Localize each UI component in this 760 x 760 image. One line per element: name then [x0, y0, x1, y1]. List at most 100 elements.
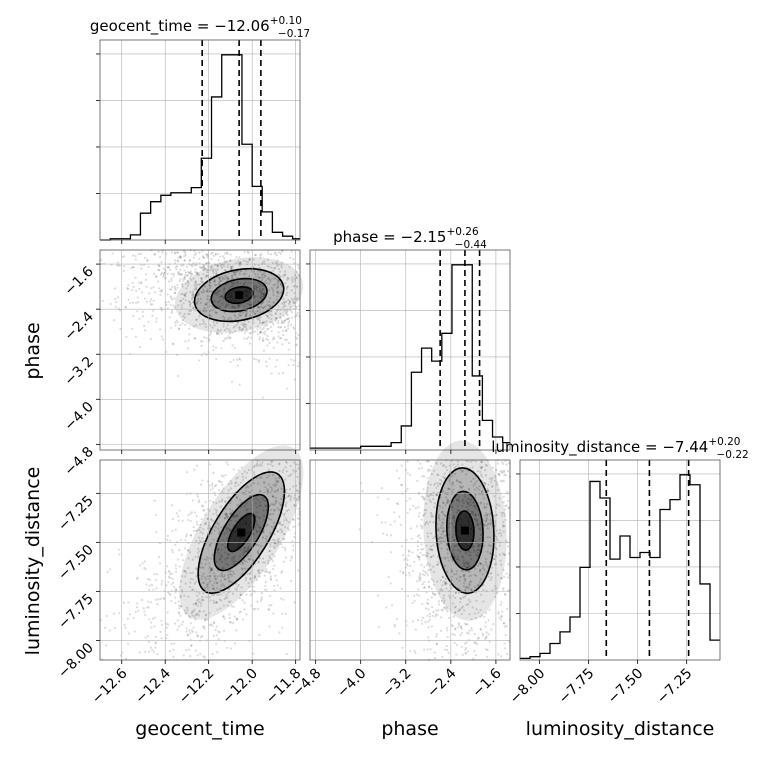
- sample-point: [284, 318, 288, 321]
- sample-point: [202, 566, 205, 569]
- sample-point: [204, 274, 208, 277]
- sample-point: [245, 310, 248, 314]
- sample-point: [290, 316, 293, 319]
- sample-point: [280, 264, 283, 267]
- sample-point: [277, 522, 281, 525]
- sample-point: [174, 602, 177, 605]
- sample-point: [232, 271, 235, 274]
- sample-point: [244, 578, 247, 582]
- sample-point: [419, 572, 422, 575]
- sample-point: [203, 264, 206, 267]
- sample-point: [232, 570, 235, 573]
- sample-point: [256, 306, 259, 309]
- sample-point: [175, 268, 178, 271]
- sample-point: [145, 300, 148, 303]
- sample-point: [204, 522, 207, 525]
- sample-point: [241, 618, 245, 621]
- sample-point: [272, 284, 275, 287]
- sample-point: [281, 626, 284, 629]
- sample-point: [184, 612, 187, 615]
- sample-point: [422, 488, 425, 491]
- sample-point: [212, 634, 215, 637]
- sample-point: [261, 273, 265, 276]
- sample-point: [292, 469, 295, 472]
- sample-point: [414, 651, 417, 654]
- sample-point: [105, 614, 108, 618]
- sample-point: [191, 273, 194, 276]
- sample-point: [213, 300, 216, 303]
- sample-point: [423, 586, 426, 589]
- sample-point: [269, 575, 273, 578]
- sample-point: [169, 268, 172, 271]
- sample-point: [191, 630, 194, 633]
- sample-point: [270, 314, 273, 317]
- sample-point: [233, 330, 237, 333]
- sample-point: [409, 564, 412, 567]
- sample-point: [184, 570, 187, 573]
- sample-point: [245, 329, 248, 333]
- sample-point: [425, 460, 428, 463]
- sample-point: [174, 543, 177, 547]
- sample-point: [402, 571, 405, 574]
- y-tick-label: −3.2: [61, 354, 96, 389]
- sample-point: [212, 587, 215, 590]
- sample-point: [181, 519, 184, 522]
- sample-point: [179, 324, 182, 327]
- sample-point: [231, 306, 234, 310]
- sample-point: [287, 322, 290, 325]
- sample-point: [109, 302, 112, 306]
- sample-point: [177, 600, 180, 603]
- sample-point: [266, 328, 269, 331]
- sample-point: [208, 290, 212, 293]
- sample-point: [225, 251, 229, 254]
- sample-point: [399, 523, 402, 526]
- sample-point: [229, 330, 232, 333]
- sample-point: [197, 273, 201, 276]
- sample-point: [292, 525, 295, 528]
- sample-point: [229, 265, 233, 269]
- sample-point: [135, 606, 139, 609]
- sample-point: [202, 256, 205, 259]
- sample-point: [270, 518, 273, 521]
- sample-point: [267, 289, 271, 292]
- sample-point: [153, 573, 156, 576]
- sample-point: [216, 328, 219, 331]
- sample-point: [261, 295, 264, 298]
- sample-point: [197, 293, 201, 296]
- sample-point: [435, 642, 439, 645]
- sample-point: [140, 282, 143, 285]
- sample-point: [221, 294, 224, 298]
- sample-point: [276, 584, 279, 587]
- sample-point: [439, 616, 442, 619]
- sample-point: [428, 612, 432, 616]
- sample-point: [185, 572, 188, 575]
- sample-point: [445, 645, 448, 648]
- sample-point: [132, 314, 135, 317]
- sample-point: [224, 305, 227, 308]
- sample-point: [203, 307, 206, 310]
- sample-point: [229, 259, 232, 263]
- sample-point: [184, 295, 187, 298]
- sample-point: [248, 314, 252, 317]
- sample-point: [295, 298, 299, 301]
- sample-point: [267, 474, 271, 477]
- sample-point: [256, 328, 259, 331]
- sample-point: [223, 257, 226, 260]
- sample-point: [183, 316, 186, 319]
- sample-point: [427, 620, 430, 623]
- sample-point: [208, 280, 212, 284]
- sample-point: [276, 341, 279, 344]
- sample-point: [186, 608, 189, 611]
- sample-point: [149, 303, 153, 306]
- sample-point: [231, 305, 234, 308]
- sample-point: [291, 276, 294, 279]
- sample-point: [426, 601, 429, 605]
- sample-point: [182, 277, 185, 281]
- sample-point: [173, 297, 176, 300]
- sample-point: [270, 310, 273, 313]
- sample-point: [218, 558, 221, 561]
- sample-point: [223, 291, 226, 294]
- sample-point: [136, 296, 139, 299]
- sample-point: [200, 266, 203, 269]
- sample-point: [194, 318, 198, 321]
